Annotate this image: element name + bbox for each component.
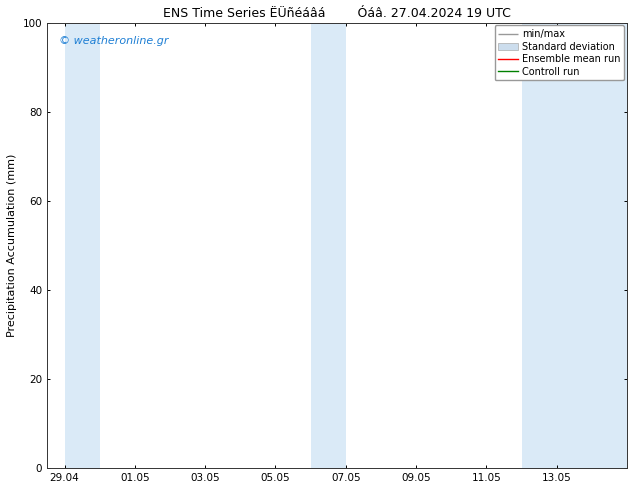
Bar	[522, 23, 627, 468]
Y-axis label: Precipitation Accumulation (mm): Precipitation Accumulation (mm)	[7, 154, 17, 337]
Bar	[311, 23, 346, 468]
Title: ENS Time Series ËÜñéáâá        Óáâ. 27.04.2024 19 UTC: ENS Time Series ËÜñéáâá Óáâ. 27.04.2024 …	[163, 7, 511, 20]
Bar	[65, 23, 100, 468]
Text: © weatheronline.gr: © weatheronline.gr	[58, 36, 168, 46]
Legend: min/max, Standard deviation, Ensemble mean run, Controll run: min/max, Standard deviation, Ensemble me…	[495, 25, 624, 80]
